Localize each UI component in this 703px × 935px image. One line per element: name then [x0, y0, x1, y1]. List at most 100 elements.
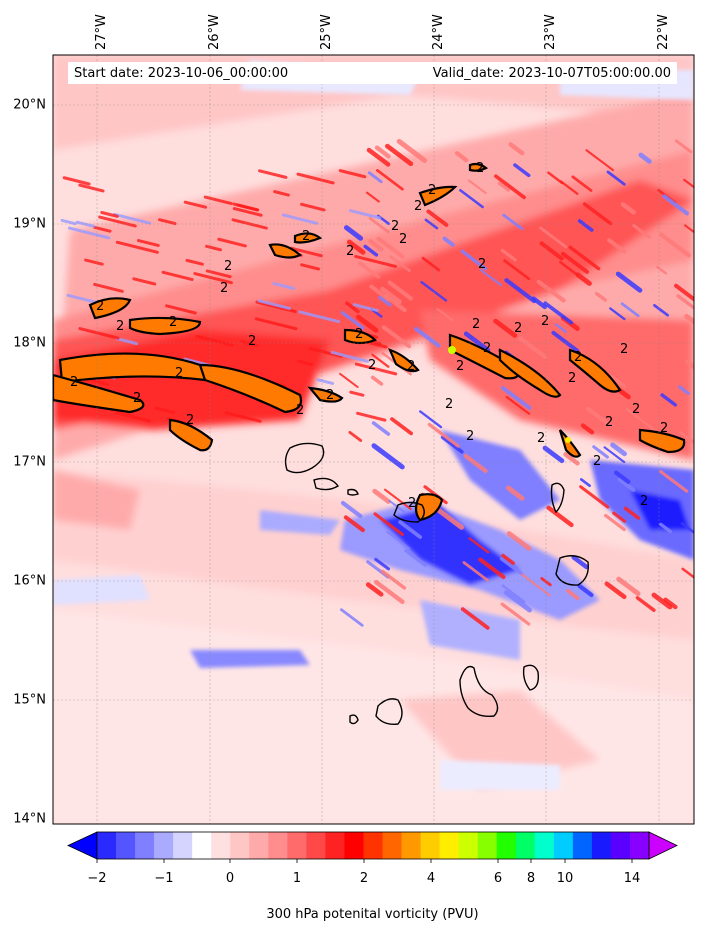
- contour-label-2: 2: [466, 429, 474, 444]
- positive-pv-streak: [493, 318, 518, 338]
- negative-pv-streak: [660, 393, 677, 407]
- negative-pv-streak: [554, 323, 568, 334]
- positive-pv-streak: [339, 372, 359, 389]
- positive-pv-streak: [625, 407, 656, 432]
- negative-pv-streak: [620, 302, 640, 318]
- positive-pv-streak: [345, 301, 360, 314]
- pv-streak: [349, 209, 382, 220]
- colorbar-segment: [401, 832, 422, 859]
- colorbar-tick-label: −2: [87, 871, 107, 886]
- contour-label-2: 2: [355, 327, 363, 342]
- contour-label-2: 2: [408, 496, 416, 511]
- island-fogo: [375, 698, 403, 726]
- colorbar-frame: [96, 831, 650, 860]
- contour-label-2: 2: [346, 244, 354, 259]
- contour-label-2: 2: [220, 281, 228, 296]
- colorbar-segment: [97, 832, 117, 859]
- positive-pv-streak: [348, 430, 363, 442]
- lon-label-27w: 27°W: [94, 14, 109, 50]
- pv-streak: [349, 390, 365, 397]
- start-date-label: Start date: 2023-10-06_00:00:00: [74, 66, 289, 81]
- negative-pv-streak: [617, 477, 636, 492]
- positive-pv-streak: [674, 139, 693, 154]
- contour-label-2: 2: [605, 415, 613, 430]
- contour-label-2: 2: [445, 397, 453, 412]
- negative-pv-streak: [442, 236, 455, 247]
- colorbar-tick-label-14: 14: [623, 871, 641, 886]
- contour-label-2: 2: [541, 314, 549, 329]
- positive-pv-streak: [505, 485, 525, 501]
- positive-pv-streak: [384, 488, 412, 510]
- positive-pv-streak: [501, 553, 515, 565]
- lon-label-22w: 22°W: [656, 14, 671, 50]
- pv-streak: [300, 202, 326, 212]
- positive-pv-streak: [575, 272, 592, 286]
- colorbar-extend-high: [648, 831, 678, 860]
- negative-pv-streak: [592, 445, 609, 459]
- colorbar-segment: [458, 832, 479, 859]
- negative-pv-streak: [610, 442, 627, 457]
- positive-pv-streak: [678, 430, 694, 445]
- lon-label-23w: 23°W: [543, 14, 558, 50]
- colorbar-segment: [306, 832, 326, 859]
- colorbar-tick-label: 8: [526, 871, 536, 886]
- colorbar-segment: [420, 832, 441, 859]
- positive-pv-streak: [376, 169, 404, 191]
- coastlines: [284, 442, 589, 726]
- pv-streak: [60, 218, 77, 226]
- positive-pv-streak: [547, 171, 564, 185]
- positive-pv-streak: [585, 149, 615, 172]
- positive-pv-streak: [559, 180, 579, 195]
- island-sao-vicente: [313, 477, 340, 491]
- pv-streak: [298, 310, 340, 324]
- pv-streak: [78, 183, 105, 193]
- positive-pv-streak: [620, 202, 636, 215]
- positive-pv-streak: [571, 175, 593, 192]
- pv-streak: [258, 169, 288, 179]
- contour-label-2: 2: [133, 391, 141, 406]
- positive-pv-streak: [681, 567, 694, 579]
- positive-pv-streak: [568, 245, 601, 271]
- pv-streak: [330, 350, 370, 363]
- contour-label-2: 2: [660, 421, 668, 436]
- positive-pv-streak: [559, 260, 579, 277]
- positive-pv-streak: [426, 209, 449, 227]
- positive-pv-streak: [368, 238, 384, 252]
- negative-pv-streak: [501, 584, 526, 603]
- negative-pv-streak: [680, 522, 694, 535]
- contour-label-2: 2: [368, 358, 376, 373]
- positive-pv-streak: [383, 294, 407, 313]
- contour-label-2: 2: [574, 350, 582, 365]
- pv-streak: [316, 378, 335, 385]
- negative-pv-streak: [615, 271, 643, 293]
- negative-pv-streak: [542, 445, 565, 464]
- lon-label-24w: 24°W: [431, 14, 446, 50]
- negative-pv-streak: [513, 163, 531, 178]
- contour-label-2: 2: [186, 413, 194, 428]
- positive-pv-streak: [508, 142, 525, 156]
- contour-label-2: 2: [116, 319, 124, 334]
- colorbar-segment: [496, 832, 517, 859]
- pv-streak: [232, 207, 263, 217]
- pv-streak: [296, 172, 335, 185]
- negative-pv-streak: [577, 219, 594, 232]
- positive-pv-streak: [370, 375, 384, 386]
- positive-pv-streak: [676, 294, 694, 311]
- negative-pv-streak: [424, 218, 439, 230]
- colorbar-extend-low: [67, 831, 98, 860]
- positive-pv-streak: [500, 602, 531, 626]
- pv-streak: [195, 334, 234, 347]
- colorbar-tick-label: 2: [359, 871, 369, 886]
- positive-pv-streak: [454, 151, 469, 163]
- pv-streak: [100, 210, 119, 218]
- positive-pv-streak: [506, 531, 532, 551]
- colorbar-segment: [439, 832, 460, 859]
- pv-streak: [67, 226, 111, 240]
- colorbar-segment: [249, 832, 269, 859]
- positive-pv-streak: [546, 505, 574, 528]
- positive-pv-streak: [366, 147, 391, 167]
- colorbar-segment: [344, 832, 364, 859]
- colorbar-segment: [192, 832, 212, 859]
- contour-label-2: 2: [175, 366, 183, 381]
- positive-pv-streak: [381, 325, 412, 349]
